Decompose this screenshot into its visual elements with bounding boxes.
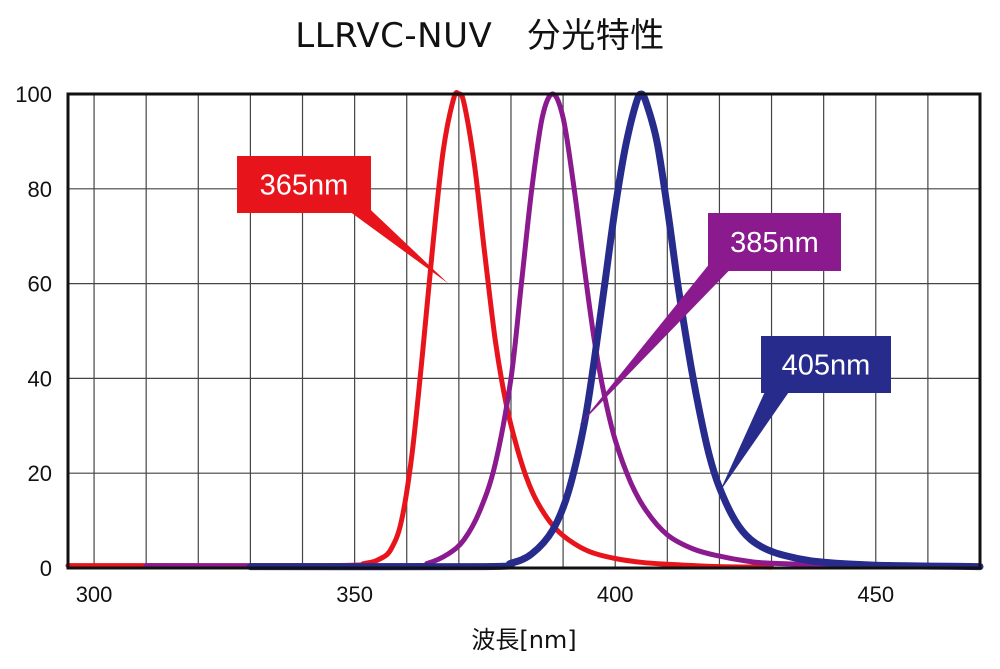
callout-pointer <box>719 376 800 493</box>
y-tick-label: 20 <box>28 461 52 486</box>
chart-title: LLRVC-NUV 分光特性 <box>295 16 665 56</box>
series-line-405nm <box>246 90 984 571</box>
callout-label: 405nm <box>782 350 871 382</box>
y-tick-label: 0 <box>40 556 52 581</box>
callout-label: 385nm <box>730 227 819 259</box>
x-tick-label: 350 <box>336 582 373 607</box>
callout-pointer <box>578 252 747 426</box>
x-tick-label: 400 <box>597 582 634 607</box>
grid-lines <box>68 94 980 568</box>
y-tick-labels: 0 20 40 60 80 100 <box>15 82 52 581</box>
callout-box <box>708 213 841 271</box>
y-tick-label: 40 <box>28 366 52 391</box>
x-tick-label: 300 <box>76 582 113 607</box>
series-curves <box>65 90 984 571</box>
y-tick-label: 60 <box>28 272 52 297</box>
callouts: 365nm 385nm 405nm <box>237 156 891 493</box>
y-tick-label: 100 <box>15 82 52 107</box>
callout-box <box>761 336 891 393</box>
x-tick-label: 450 <box>857 582 894 607</box>
series-line-365nm <box>65 90 774 570</box>
y-tick-label: 80 <box>28 177 52 202</box>
x-tick-labels: 300 350 400 450 <box>76 582 894 607</box>
series-line-385nm <box>143 91 920 569</box>
callout-pointer <box>327 195 449 284</box>
callout-box <box>237 156 371 213</box>
x-axis-label: 波長[nm] <box>471 626 576 654</box>
callout-label: 365nm <box>260 170 349 202</box>
plot-frame <box>66 92 982 570</box>
